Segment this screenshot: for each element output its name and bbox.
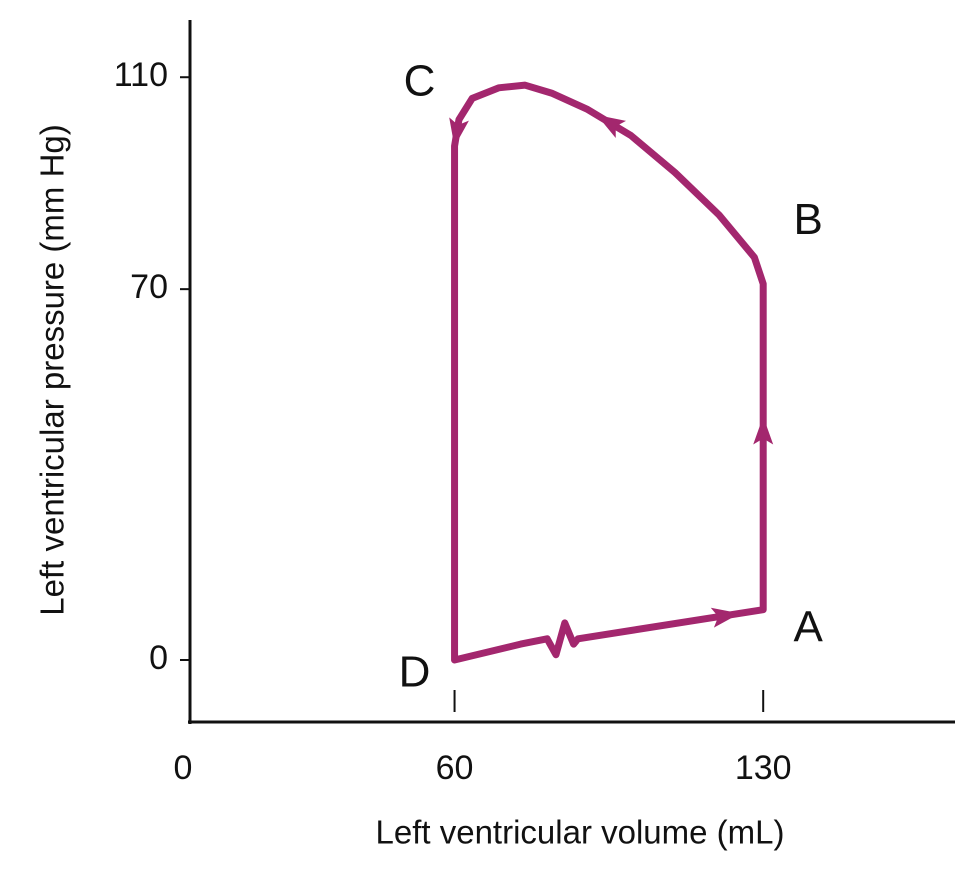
y-tick-label: 110: [114, 56, 168, 94]
x-tick-label: 0: [174, 749, 193, 787]
y-tick-label: 70: [130, 268, 168, 306]
point-label: B: [794, 195, 823, 244]
y-axis-label: Left ventricular pressure (mm Hg): [34, 124, 71, 615]
y-tick-label: 0: [149, 639, 168, 677]
point-label: C: [404, 56, 436, 105]
arrow-head: [710, 607, 740, 628]
point-label: A: [794, 602, 824, 651]
x-tick-label: 130: [735, 749, 792, 787]
arrow-head: [449, 117, 469, 147]
pv-loop: [451, 81, 767, 664]
arrow-head: [753, 416, 774, 445]
x-tick-label: 60: [436, 749, 474, 787]
point-label: D: [399, 648, 431, 697]
x-axis-label: Left ventricular volume (mL): [376, 814, 785, 851]
arrow-head: [596, 115, 627, 139]
